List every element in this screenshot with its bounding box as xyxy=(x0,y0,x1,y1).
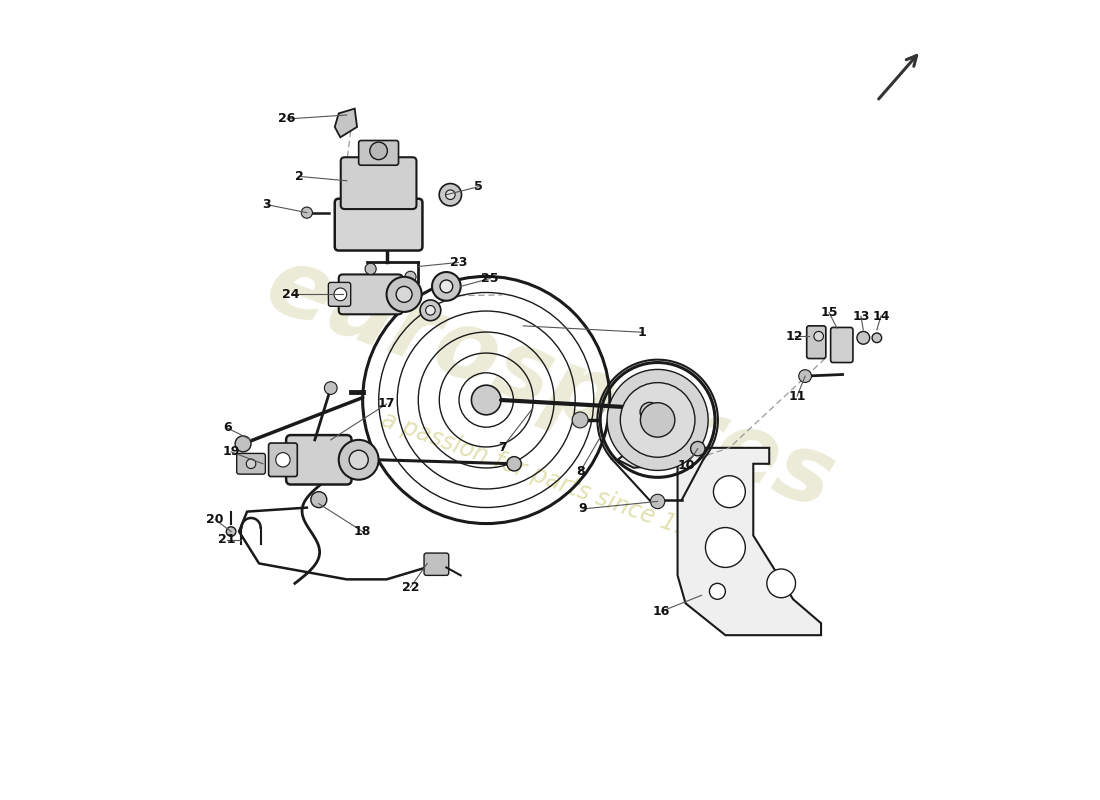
Circle shape xyxy=(420,300,441,321)
Text: 12: 12 xyxy=(786,330,803,342)
Circle shape xyxy=(396,286,412,302)
Text: 19: 19 xyxy=(222,446,240,458)
Circle shape xyxy=(439,183,462,206)
Circle shape xyxy=(339,440,378,480)
FancyBboxPatch shape xyxy=(334,198,422,250)
Circle shape xyxy=(446,190,455,199)
Circle shape xyxy=(426,306,436,315)
Text: 14: 14 xyxy=(872,310,890,322)
Circle shape xyxy=(227,526,235,536)
FancyBboxPatch shape xyxy=(329,282,351,306)
Circle shape xyxy=(799,370,812,382)
Text: 15: 15 xyxy=(821,306,838,319)
Circle shape xyxy=(572,412,588,428)
Text: 17: 17 xyxy=(377,398,395,410)
FancyBboxPatch shape xyxy=(424,553,449,575)
Circle shape xyxy=(324,382,337,394)
Circle shape xyxy=(705,527,746,567)
Circle shape xyxy=(620,382,695,458)
FancyBboxPatch shape xyxy=(806,326,826,358)
Circle shape xyxy=(691,442,705,456)
Text: 21: 21 xyxy=(219,533,235,546)
FancyBboxPatch shape xyxy=(339,274,403,314)
Text: 13: 13 xyxy=(852,310,870,322)
Circle shape xyxy=(349,450,368,470)
Text: 9: 9 xyxy=(579,502,587,515)
Circle shape xyxy=(334,288,346,301)
Circle shape xyxy=(405,271,416,282)
Text: 11: 11 xyxy=(789,390,806,402)
FancyBboxPatch shape xyxy=(341,158,417,209)
Text: 22: 22 xyxy=(402,581,419,594)
Circle shape xyxy=(276,453,290,467)
Circle shape xyxy=(650,494,664,509)
Circle shape xyxy=(767,569,795,598)
Polygon shape xyxy=(334,109,358,138)
Text: 5: 5 xyxy=(474,180,483,194)
Circle shape xyxy=(607,370,708,470)
Text: 24: 24 xyxy=(283,288,299,301)
Circle shape xyxy=(714,476,746,508)
FancyBboxPatch shape xyxy=(286,435,352,485)
Circle shape xyxy=(370,142,387,160)
Circle shape xyxy=(440,280,453,293)
Circle shape xyxy=(432,272,461,301)
Text: 20: 20 xyxy=(207,513,224,526)
Circle shape xyxy=(640,402,659,422)
FancyBboxPatch shape xyxy=(359,141,398,166)
Text: 2: 2 xyxy=(295,170,304,183)
FancyBboxPatch shape xyxy=(236,454,265,474)
FancyBboxPatch shape xyxy=(268,443,297,477)
Circle shape xyxy=(710,583,725,599)
Circle shape xyxy=(311,492,327,508)
Text: 6: 6 xyxy=(223,422,231,434)
Circle shape xyxy=(472,385,502,415)
Text: 23: 23 xyxy=(450,256,468,269)
Text: 26: 26 xyxy=(278,113,296,126)
Circle shape xyxy=(641,448,658,464)
Circle shape xyxy=(365,263,376,274)
Circle shape xyxy=(386,277,421,312)
Circle shape xyxy=(235,436,251,452)
Polygon shape xyxy=(678,448,821,635)
Text: a passion for parts since 1985: a passion for parts since 1985 xyxy=(378,407,722,552)
Text: eurospares: eurospares xyxy=(253,238,847,530)
Text: 7: 7 xyxy=(498,442,506,454)
Circle shape xyxy=(814,331,824,341)
FancyBboxPatch shape xyxy=(830,327,852,362)
Text: 3: 3 xyxy=(263,198,272,211)
Circle shape xyxy=(246,459,256,469)
Circle shape xyxy=(640,402,674,437)
Text: 16: 16 xyxy=(653,605,670,618)
Circle shape xyxy=(872,333,881,342)
Text: 25: 25 xyxy=(482,272,499,285)
Text: 8: 8 xyxy=(575,466,584,478)
Circle shape xyxy=(301,207,312,218)
Text: 1: 1 xyxy=(637,326,646,338)
Circle shape xyxy=(857,331,870,344)
Text: 10: 10 xyxy=(678,459,695,472)
Circle shape xyxy=(507,457,521,471)
Polygon shape xyxy=(618,444,678,468)
Text: 18: 18 xyxy=(354,525,372,538)
